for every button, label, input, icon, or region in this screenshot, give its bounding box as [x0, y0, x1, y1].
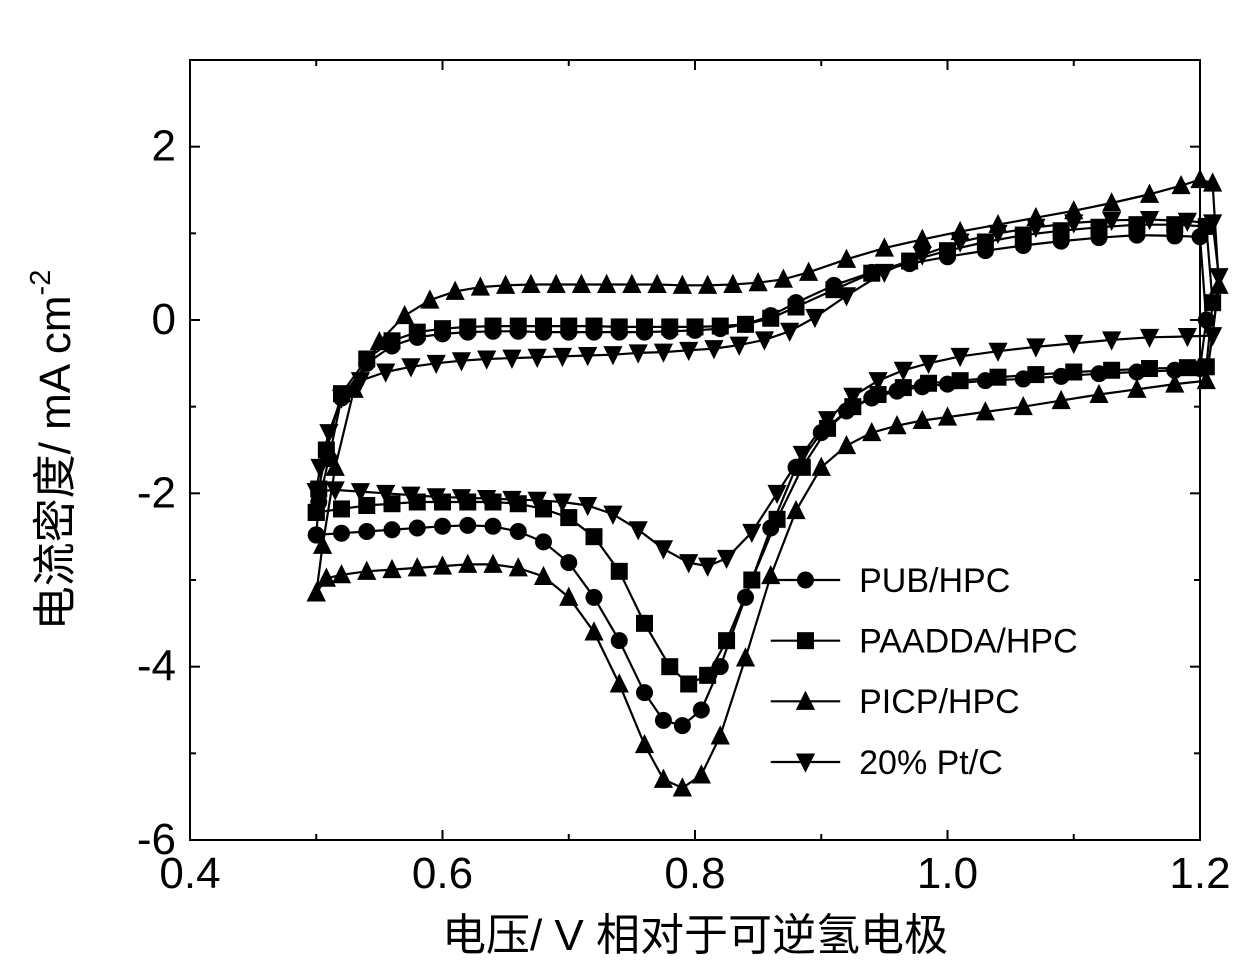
marker-square	[895, 380, 911, 396]
marker-square	[611, 563, 627, 579]
legend-label: 20% Pt/C	[859, 744, 1003, 782]
marker-circle	[561, 555, 577, 571]
marker-square	[744, 572, 760, 588]
legend-label: PUB/HPC	[859, 562, 1010, 600]
marker-square	[952, 373, 968, 389]
marker-square	[308, 504, 324, 520]
marker-circle	[637, 685, 653, 701]
y-axis-label: 电流密度/ mA cm-2	[25, 270, 80, 631]
marker-square	[769, 511, 785, 527]
legend-label: PAADDA/HPC	[859, 623, 1078, 661]
y-tick-label: 2	[152, 122, 176, 171]
marker-square	[662, 319, 678, 335]
marker-circle	[485, 518, 501, 534]
marker-square	[637, 615, 653, 631]
marker-circle	[334, 525, 350, 541]
marker-square	[1028, 367, 1044, 383]
marker-square	[1167, 217, 1183, 233]
marker-square	[921, 375, 937, 391]
y-tick-label: -6	[137, 815, 176, 864]
x-tick-label: 1.2	[1169, 849, 1230, 898]
marker-square	[586, 529, 602, 545]
marker-square	[334, 501, 350, 517]
marker-square	[561, 318, 577, 334]
marker-circle	[693, 702, 709, 718]
marker-square	[586, 318, 602, 334]
marker-circle	[611, 633, 627, 649]
marker-square	[719, 633, 735, 649]
marker-circle	[460, 517, 476, 533]
marker-square	[536, 318, 552, 334]
marker-square	[738, 316, 754, 332]
x-axis-label: 电压/ V 相对于可逆氢电极	[442, 911, 948, 960]
marker-circle	[655, 712, 671, 728]
marker-square	[510, 318, 526, 334]
marker-square	[435, 321, 451, 337]
marker-circle	[435, 518, 451, 534]
x-tick-label: 0.8	[664, 849, 725, 898]
y-tick-label: -4	[137, 642, 176, 691]
marker-square	[409, 324, 425, 340]
marker-square	[460, 319, 476, 335]
marker-square	[712, 318, 728, 334]
marker-square	[700, 667, 716, 683]
marker-square	[611, 319, 627, 335]
marker-square	[637, 319, 653, 335]
marker-square	[1066, 364, 1082, 380]
marker-square	[1104, 362, 1120, 378]
marker-circle	[384, 522, 400, 538]
marker-circle	[674, 718, 690, 734]
marker-square	[687, 319, 703, 335]
marker-circle	[409, 520, 425, 536]
marker-circle	[510, 523, 526, 539]
x-tick-label: 1.0	[917, 849, 978, 898]
marker-square	[681, 676, 697, 692]
y-axis-label-group: 电流密度/ mA cm-2	[25, 270, 80, 631]
marker-circle	[359, 523, 375, 539]
legend-label: PICP/HPC	[859, 683, 1020, 721]
marker-square	[788, 299, 804, 315]
marker-square	[797, 633, 813, 649]
marker-square	[990, 369, 1006, 385]
marker-circle	[586, 589, 602, 605]
x-tick-label: 0.6	[412, 849, 473, 898]
marker-square	[662, 659, 678, 675]
marker-square	[763, 310, 779, 326]
y-tick-label: -2	[137, 468, 176, 517]
y-tick-label: 0	[152, 295, 176, 344]
marker-square	[561, 510, 577, 526]
marker-square	[1179, 360, 1195, 376]
marker-square	[1142, 361, 1158, 377]
marker-circle	[536, 534, 552, 550]
marker-square	[485, 318, 501, 334]
marker-circle	[797, 572, 813, 588]
